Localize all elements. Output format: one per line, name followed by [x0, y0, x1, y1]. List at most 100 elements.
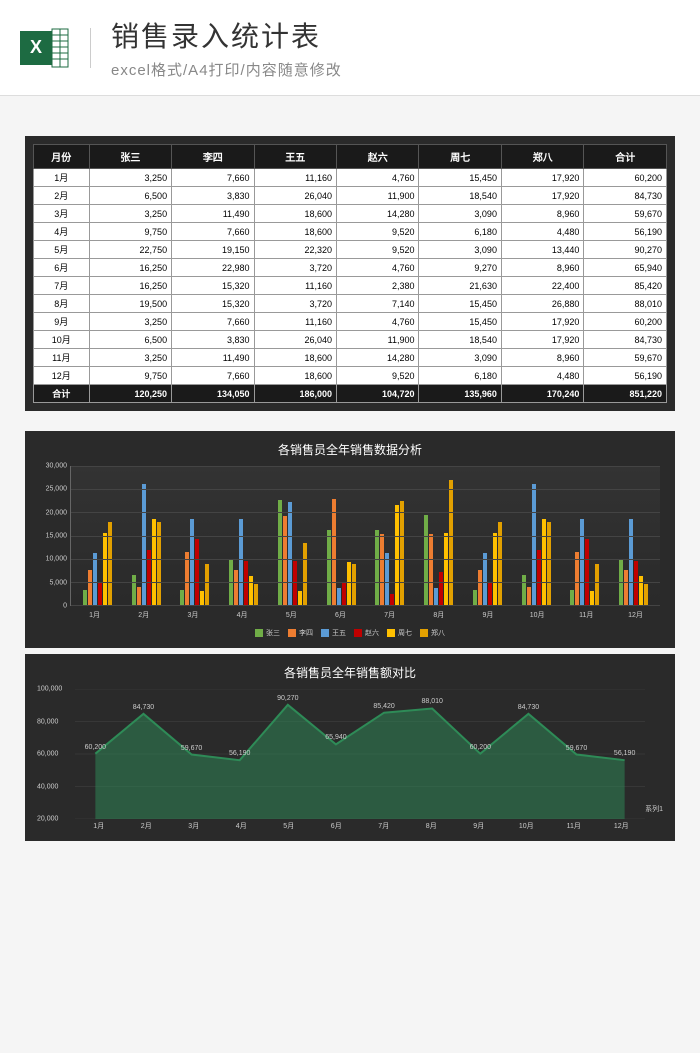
bar	[352, 564, 356, 606]
bar	[137, 587, 141, 605]
bar	[380, 534, 384, 605]
bar	[254, 584, 258, 605]
table-row: 4月9,7507,66018,6009,5206,1804,48056,190	[34, 223, 667, 241]
bar	[239, 519, 243, 605]
bar	[580, 519, 584, 605]
bar	[390, 594, 394, 605]
col-header: 张三	[89, 145, 171, 169]
page-subtitle: excel格式/A4打印/内容随意修改	[111, 59, 680, 80]
legend-item: 李四	[288, 628, 313, 638]
bar	[498, 522, 502, 605]
bar	[132, 575, 136, 605]
col-header: 周七	[419, 145, 501, 169]
bar	[644, 584, 648, 605]
bar-chart-title: 各销售员全年销售数据分析	[35, 441, 665, 458]
bar	[103, 533, 107, 605]
data-point-label: 84,730	[518, 704, 539, 711]
bar	[595, 564, 599, 606]
banner-text: 销售录入统计表 excel格式/A4打印/内容随意修改	[111, 15, 680, 80]
bar	[424, 515, 428, 605]
bar	[327, 530, 331, 605]
page-title: 销售录入统计表	[111, 15, 680, 55]
data-table-container: 月份张三李四王五赵六周七郑八合计 1月3,2507,66011,1604,760…	[25, 136, 675, 411]
bar	[180, 590, 184, 605]
bar	[473, 590, 477, 605]
bar	[488, 583, 492, 605]
bar	[527, 587, 531, 605]
bar	[478, 570, 482, 605]
bar	[629, 519, 633, 605]
bar	[639, 576, 643, 605]
bar	[157, 522, 161, 605]
data-point-label: 56,190	[614, 750, 635, 757]
bar	[337, 588, 341, 605]
bar-legend: 张三李四王五赵六周七郑八	[35, 628, 665, 638]
bar	[493, 533, 497, 605]
line-x-axis: 1月2月3月4月5月6月7月8月9月10月11月12月	[75, 821, 645, 831]
bar	[303, 543, 307, 605]
line-chart-container: 各销售员全年销售额对比 系列1 20,00040,00060,00080,000…	[25, 654, 675, 841]
banner-divider	[90, 28, 91, 68]
table-row: 10月6,5003,83026,04011,90018,54017,92084,…	[34, 331, 667, 349]
bar-chart-area	[70, 466, 660, 606]
col-header: 李四	[172, 145, 254, 169]
data-point-label: 90,270	[277, 695, 298, 702]
bar	[439, 572, 443, 605]
svg-text:X: X	[30, 37, 42, 57]
line-chart-title: 各销售员全年销售额对比	[35, 664, 665, 681]
bar	[195, 539, 199, 605]
bar-x-axis: 1月2月3月4月5月6月7月8月9月10月11月12月	[70, 610, 660, 620]
bar	[575, 552, 579, 605]
line-series-label: 系列1	[645, 804, 663, 814]
bar	[98, 583, 102, 605]
table-row: 7月16,25015,32011,1602,38021,63022,40085,…	[34, 277, 667, 295]
bar	[532, 484, 536, 605]
excel-icon: X	[20, 23, 70, 73]
col-header: 月份	[34, 145, 90, 169]
table-row: 2月6,5003,83026,04011,90018,54017,92084,7…	[34, 187, 667, 205]
legend-item: 赵六	[354, 628, 379, 638]
legend-item: 郑八	[420, 628, 445, 638]
col-header: 王五	[254, 145, 336, 169]
bar	[400, 501, 404, 605]
bar	[278, 500, 282, 605]
bar	[234, 570, 238, 605]
data-point-label: 60,200	[85, 744, 106, 751]
bar	[298, 591, 302, 605]
bar	[342, 583, 346, 605]
bar	[395, 505, 399, 605]
bar	[449, 480, 453, 605]
header-banner: X 销售录入统计表 excel格式/A4打印/内容随意修改	[0, 0, 700, 96]
bar	[205, 564, 209, 606]
table-row: 11月3,25011,49018,60014,2803,0908,96059,6…	[34, 349, 667, 367]
legend-item: 张三	[255, 628, 280, 638]
bar	[108, 522, 112, 605]
data-point-label: 85,420	[373, 703, 394, 710]
total-row: 合计120,250134,050186,000104,720135,960170…	[34, 385, 667, 403]
bar	[293, 561, 297, 605]
bar	[547, 522, 551, 605]
bar	[249, 576, 253, 605]
table-row: 3月3,25011,49018,60014,2803,0908,96059,67…	[34, 205, 667, 223]
line-chart-area: 系列1 20,00040,00060,00080,000100,00060,20…	[75, 689, 645, 819]
data-point-label: 65,940	[325, 735, 346, 742]
data-point-label: 88,010	[421, 699, 442, 706]
data-point-label: 59,670	[566, 745, 587, 752]
bar	[624, 570, 628, 605]
table-row: 9月3,2507,66011,1604,76015,45017,92060,20…	[34, 313, 667, 331]
bar	[429, 534, 433, 605]
col-header: 郑八	[501, 145, 583, 169]
bar	[93, 553, 97, 605]
bar	[542, 519, 546, 605]
table-row: 6月16,25022,9803,7204,7609,2708,96065,940	[34, 259, 667, 277]
data-point-label: 56,190	[229, 750, 250, 757]
legend-item: 周七	[387, 628, 412, 638]
bar	[288, 502, 292, 605]
col-header: 赵六	[337, 145, 419, 169]
bar	[88, 570, 92, 605]
bar	[590, 591, 594, 605]
bar	[332, 499, 336, 605]
bar	[152, 519, 156, 605]
bar	[200, 591, 204, 605]
bar	[570, 590, 574, 605]
